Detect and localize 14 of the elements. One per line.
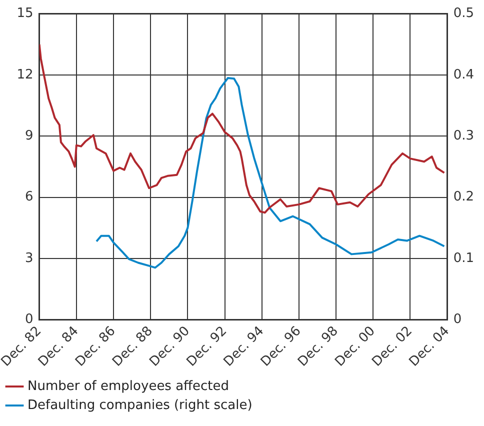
- y2-tick-label: 0.3: [453, 128, 474, 144]
- y2-tick-label: 0.1: [453, 250, 474, 266]
- y-tick-label: 0: [25, 312, 34, 328]
- y2-tick-label: 0.4: [453, 67, 474, 82]
- legend-label: Number of employees affected: [28, 378, 230, 394]
- y-tick-label: 12: [16, 67, 34, 82]
- y-tick-label: 3: [25, 250, 34, 266]
- y2-tick-label: 0.2: [453, 190, 474, 205]
- y2-tick-label: 0: [453, 312, 462, 328]
- y-tick-label: 15: [16, 6, 34, 22]
- y-tick-label: 9: [25, 128, 34, 144]
- y-tick-label: 6: [25, 190, 34, 205]
- legend-label: Defaulting companies (right scale): [28, 398, 252, 413]
- y2-tick-label: 0.5: [453, 6, 474, 22]
